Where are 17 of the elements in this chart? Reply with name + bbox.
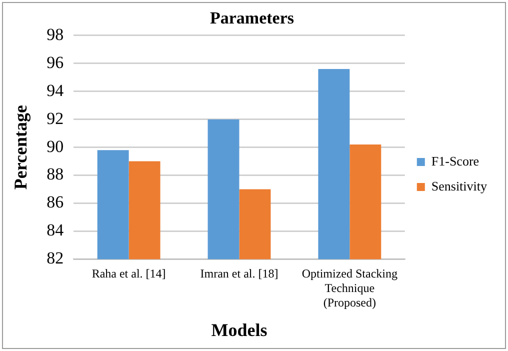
x-tick-label: Optimized Stacking Technique (Proposed) <box>302 266 398 310</box>
y-tick-label: 94 <box>46 80 64 100</box>
y-tick-label: 90 <box>46 136 64 156</box>
y-tick-label: 82 <box>46 248 64 268</box>
x-tick-label: Raha et al. [14] <box>92 266 166 281</box>
y-tick-label: 88 <box>46 164 64 184</box>
legend-label: F1-Score <box>431 153 480 168</box>
x-axis-title: Models <box>211 320 268 340</box>
y-axis-title: Percentage <box>10 104 30 190</box>
chart-title: Parameters <box>210 8 294 28</box>
legend-label: Sensitivity <box>431 178 488 194</box>
x-tick-label: Imran et al. [18] <box>200 266 278 281</box>
y-tick-label: 84 <box>46 220 64 240</box>
y-tick-label: 96 <box>46 52 64 72</box>
y-tick-label: 98 <box>46 24 64 44</box>
y-tick-label: 86 <box>46 192 64 212</box>
y-tick-label: 92 <box>46 108 64 128</box>
